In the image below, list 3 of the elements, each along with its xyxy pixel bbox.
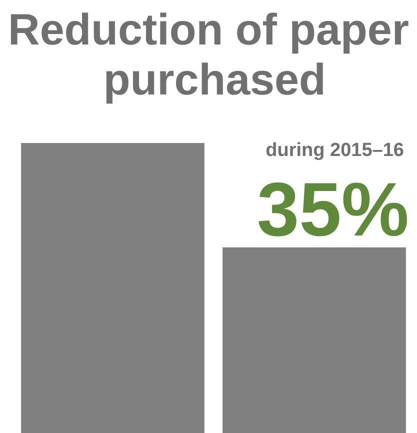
chart-title: Reduction of paper purchased — [8, 6, 409, 104]
annotation: 35% — [256, 168, 409, 252]
chart-subtitle: during 2015–16 — [266, 140, 404, 161]
